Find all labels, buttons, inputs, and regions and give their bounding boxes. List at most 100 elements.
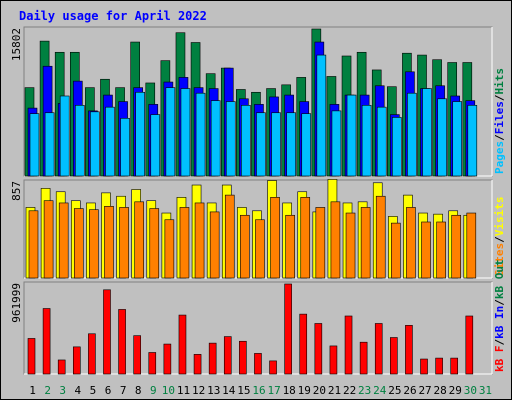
bar-hits-pages-day-20 [316,54,327,177]
bar-hits-pages-day-13 [210,100,221,177]
bar-kbytes-kb-f-day-2 [42,308,51,375]
axis-label-visits: Sites/Visits [493,197,506,277]
axis-label-hits: Pages/Files/Hits [493,68,506,174]
bar-hits-pages-day-9 [150,114,161,177]
bar-kbytes-kb-f-day-6 [103,289,111,375]
axis-label-separator: / [493,134,506,141]
day-label-26: 26 [403,384,416,397]
bar-visits-sites-day-27 [421,221,431,279]
day-label-1: 1 [29,384,36,397]
bar-kbytes-kb-f-day-30 [465,315,474,375]
axis-label-sites: Sites [493,243,506,276]
bar-visits-sites-day-16 [255,219,265,279]
day-label-10: 10 [162,384,175,397]
bar-visits-sites-day-29 [451,214,462,279]
bar-kbytes-kb-f-day-11 [178,314,187,375]
bar-visits-sites-day-17 [270,197,280,279]
bar-kbytes-kb-f-day-7 [118,309,126,375]
day-label-12: 12 [192,384,205,397]
bar-kbytes-kb-f-day-10 [163,343,172,375]
bar-hits-pages-day-18 [286,112,296,177]
axis-label-kb-f: kB F [493,346,506,373]
day-label-31: 31 [479,384,492,397]
bar-kbytes-kb-f-day-3 [57,359,66,375]
bar-visits-sites-day-14 [224,194,235,279]
bar-hits-pages-day-29 [452,101,463,177]
bar-visits-sites-day-5 [89,209,99,279]
bar-kbytes-kb-f-day-1 [27,338,36,375]
bar-kbytes-kb-f-day-9 [148,352,157,375]
ymax-label-kbytes: 961999 [10,283,23,323]
bar-visits-sites-day-19 [300,197,311,279]
axis-label-files: Files [493,101,506,134]
bar-visits-sites-day-8 [134,201,144,279]
bar-hits-pages-day-1 [29,113,40,177]
bar-hits-pages-day-15 [241,105,251,177]
bar-kbytes-kb-f-day-18 [284,283,292,375]
bar-hits-pages-day-10 [165,87,176,177]
day-label-23: 23 [358,384,371,397]
bar-visits-sites-day-18 [285,214,295,279]
bar-visits-sites-day-30 [466,212,477,279]
bar-kbytes-kb-f-day-19 [299,313,308,375]
bar-hits-pages-day-11 [180,88,191,177]
bar-hits-pages-day-17 [271,112,281,177]
bar-visits-sites-day-6 [104,206,114,279]
bar-visits-sites-day-25 [391,222,401,279]
bar-visits-sites-day-20 [315,207,326,279]
bar-kbytes-kb-f-day-20 [314,323,323,375]
bar-kbytes-kb-f-day-22 [344,315,353,375]
bar-visits-sites-day-3 [58,202,69,279]
bar-hits-pages-day-22 [346,94,357,177]
bar-visits-sites-day-12 [194,202,205,279]
axis-label-kbytes: kB F/kB In/kB Out [493,259,506,372]
chart-title: Daily usage for April 2022 [19,9,207,23]
bar-kbytes-kb-f-day-23 [359,341,368,375]
bar-kbytes-kb-f-day-12 [193,354,202,375]
bar-hits-pages-day-4 [74,105,85,177]
bar-visits-sites-day-15 [240,214,250,279]
bar-hits-pages-day-2 [44,112,55,177]
day-label-9: 9 [150,384,157,397]
bar-kbytes-kb-f-day-5 [88,333,96,375]
bar-visits-sites-day-9 [149,208,160,279]
bar-hits-pages-day-30 [467,105,478,177]
bar-hits-pages-day-6 [105,106,115,177]
bar-visits-sites-day-1 [28,210,39,279]
axis-label-separator: / [493,236,506,243]
day-label-13: 13 [207,384,220,397]
bar-visits-sites-day-21 [330,201,341,279]
bar-hits-pages-day-14 [225,101,236,177]
bar-kbytes-kb-f-day-17 [269,360,277,375]
ymax-label-hits: 15802 [10,28,23,61]
bar-hits-pages-day-21 [331,110,342,177]
bar-visits-sites-day-13 [209,211,220,279]
bar-hits-pages-day-19 [301,113,312,177]
bar-kbytes-kb-f-day-27 [420,358,428,375]
bar-kbytes-kb-f-day-4 [72,346,81,375]
bar-hits-pages-day-25 [392,117,402,177]
bar-kbytes-kb-f-day-14 [223,336,232,375]
day-label-30: 30 [464,384,477,397]
bar-hits-pages-day-7 [120,118,130,177]
day-label-11: 11 [177,384,190,397]
bar-visits-sites-day-24 [375,195,386,279]
day-label-27: 27 [418,384,431,397]
bar-visits-sites-day-7 [119,207,129,279]
day-label-2: 2 [44,384,51,397]
day-label-18: 18 [283,384,296,397]
day-label-15: 15 [237,384,250,397]
bar-kbytes-kb-f-day-21 [329,345,338,375]
bar-hits-pages-day-23 [361,105,372,177]
day-label-6: 6 [105,384,112,397]
axis-label-pages: Pages [493,141,506,174]
axis-label-kb-in: kB In [493,306,506,339]
day-label-22: 22 [343,384,356,397]
axis-label-kb-out: kB Out [493,259,506,299]
day-label-3: 3 [59,384,66,397]
bar-hits-pages-day-5 [90,111,100,177]
bar-hits-pages-day-27 [422,88,432,177]
day-label-14: 14 [222,384,236,397]
bar-visits-sites-day-28 [436,221,446,279]
